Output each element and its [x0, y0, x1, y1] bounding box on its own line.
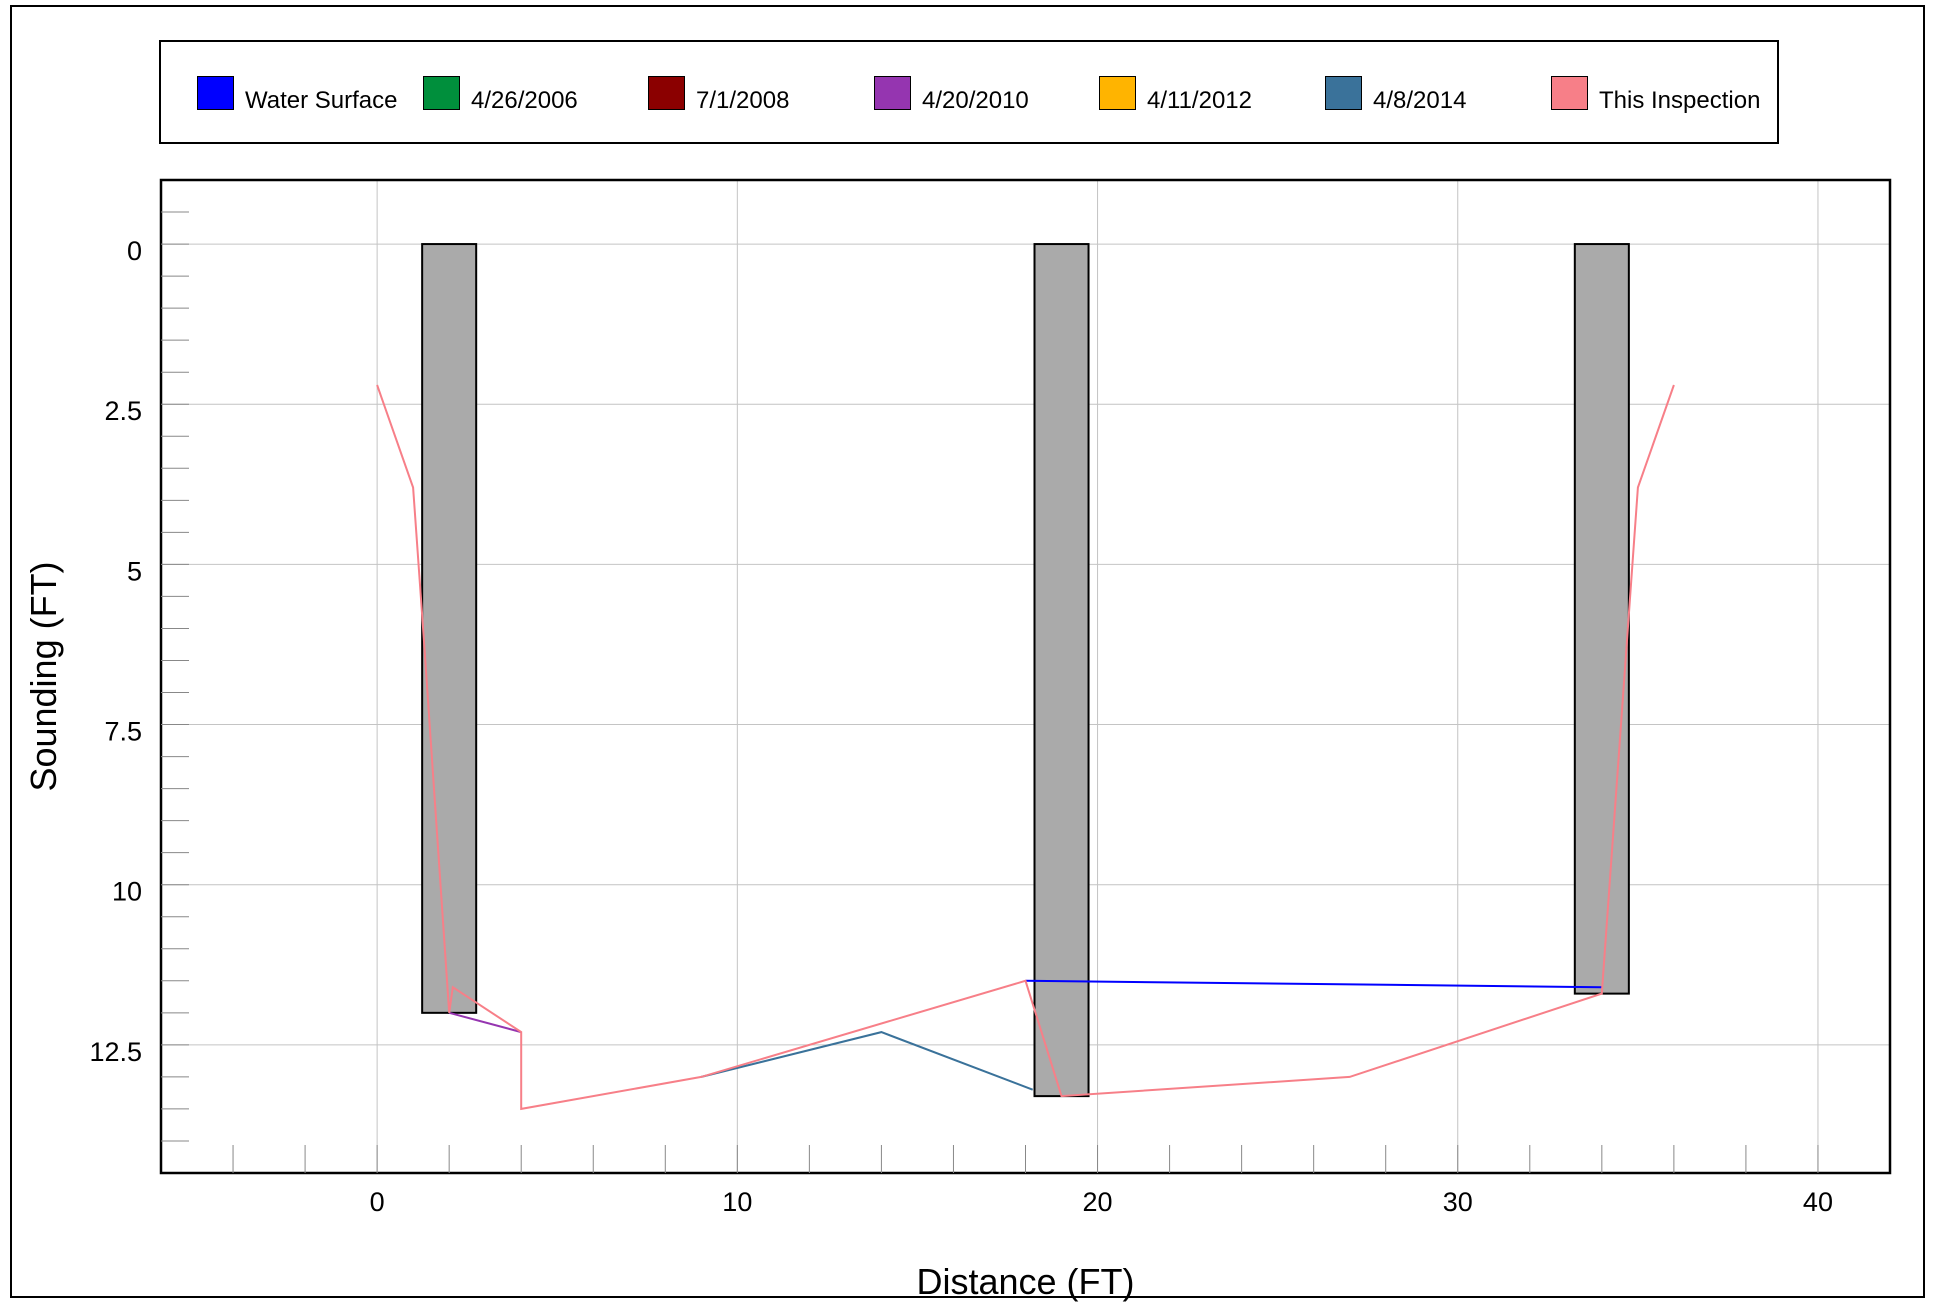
x-tick-label: 30: [1443, 1187, 1473, 1217]
legend-swatch: [1099, 76, 1136, 110]
x-tick-label: 10: [722, 1187, 752, 1217]
x-axis-title: Distance (FT): [916, 1261, 1134, 1302]
legend-swatch: [874, 76, 911, 110]
x-tick-label: 20: [1083, 1187, 1113, 1217]
pier: [421, 243, 478, 1014]
x-tick-label: 0: [370, 1187, 385, 1217]
y-tick-label: 0: [127, 236, 142, 266]
minor-ticks: [161, 211, 1819, 1173]
series-line: [1025, 979, 1602, 989]
y-tick-label: 7.5: [104, 717, 142, 747]
piers: [421, 243, 1630, 1098]
y-tick-label: 12.5: [89, 1037, 142, 1067]
legend-label: 4/20/2010: [922, 87, 1029, 114]
series-line: [701, 1031, 1034, 1091]
tick-labels: 0 10 20 30 40 0 2.5 5 7.5 10 12.5: [89, 236, 1833, 1217]
pier: [1573, 243, 1630, 995]
x-tick-label: 40: [1803, 1187, 1833, 1217]
y-tick-label: 5: [127, 556, 142, 586]
chart-legend: Water Surface 4/26/2006 7/1/2008 4/20/20…: [159, 40, 1779, 144]
legend-label: 7/1/2008: [696, 87, 790, 114]
legend-swatch: [197, 76, 234, 110]
legend-swatch: [648, 76, 685, 110]
legend-swatch: [1551, 76, 1588, 110]
legend-label: 4/11/2012: [1147, 87, 1252, 114]
grid: [161, 180, 1890, 1173]
y-axis-title: Sounding (FT): [23, 561, 64, 791]
legend-label: Water Surface: [245, 87, 398, 114]
legend-label: 4/8/2014: [1373, 87, 1467, 114]
plot-area-border: [159, 178, 1892, 1175]
pier: [1033, 243, 1090, 1098]
y-tick-label: 10: [112, 877, 142, 907]
series-line: [376, 384, 1675, 1111]
legend-swatch: [1325, 76, 1362, 110]
legend-label: 4/26/2006: [471, 87, 578, 114]
legend-label: This Inspection: [1599, 87, 1761, 114]
series-line: [448, 1011, 522, 1034]
series: [376, 384, 1675, 1111]
chart-frame: [10, 5, 1925, 1298]
legend-swatch: [423, 76, 460, 110]
y-tick-label: 2.5: [104, 396, 142, 426]
